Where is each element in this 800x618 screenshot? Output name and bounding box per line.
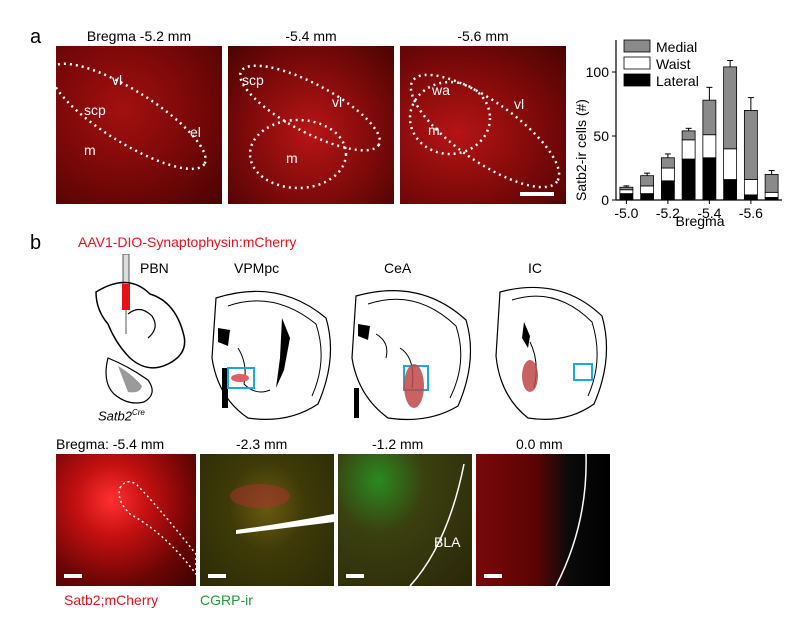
region-label: vl: [514, 96, 525, 112]
region-label: m: [428, 122, 440, 138]
roi-outline: [238, 64, 382, 190]
bar-waist: [723, 148, 738, 180]
bar-medial: [702, 99, 717, 136]
mouse-line-label: Satb2Cre: [98, 408, 145, 424]
bar-lateral: [702, 157, 717, 201]
micrograph-a1: vl scp el m: [56, 46, 222, 204]
scale-bar: [64, 574, 82, 578]
coronal-atlas-cea: [351, 290, 472, 421]
bar-medial: [660, 157, 675, 169]
y-tick-label: 50: [593, 128, 609, 144]
roi-outline: [56, 62, 207, 171]
legend-swatch: [623, 56, 651, 70]
bregma-header-2: -5.4 mm: [285, 28, 337, 44]
legend-swatch: [623, 39, 651, 53]
bar-medial: [764, 173, 779, 193]
x-axis-label: Bregma: [675, 213, 724, 229]
legend-cgrp: CGRP-ir: [200, 592, 253, 608]
roi-outline: [118, 481, 196, 576]
bar-lateral: [681, 158, 696, 201]
legend-label: Waist: [656, 56, 691, 72]
scale-bar: [484, 574, 502, 578]
scale-bar: [346, 574, 364, 578]
bregma-label-4: 0.0 mm: [516, 436, 563, 452]
coronal-atlas-ic: [495, 286, 608, 420]
bregma-label-1: Bregma: -5.4 mm: [56, 436, 165, 452]
fiber-outline: [230, 484, 334, 534]
region-label: m: [84, 142, 96, 158]
bla-label: BLA: [434, 534, 461, 550]
bregma-header-3: -5.6 mm: [457, 28, 509, 44]
y-axis-label: Satb2-ir cells (#): [573, 99, 589, 201]
bar-lateral: [640, 193, 655, 201]
x-tick-label: -5.6: [739, 205, 763, 221]
atlas-label-cea: CeA: [384, 260, 412, 276]
panel-letter-a: a: [30, 26, 42, 48]
bar-lateral: [743, 194, 758, 201]
micrograph-a3: wa vl m: [400, 46, 566, 204]
bar-lateral: [723, 179, 738, 201]
cell-count-chart: 0 50 100 -5.0 -5.2 -5.4 -5.6 MedialWaistLateral…: [573, 39, 782, 229]
coronal-atlas-vpmpc: [211, 290, 332, 420]
x-tick-label: -5.4: [697, 205, 721, 221]
roi-outline: [408, 73, 561, 189]
bar-waist: [619, 189, 634, 194]
bar-waist: [681, 139, 696, 160]
bar-medial: [640, 175, 655, 187]
atlas-label-pbn: PBN: [140, 260, 169, 276]
y-tick-label: 100: [586, 64, 610, 80]
atlas-label-ic: IC: [528, 260, 542, 276]
bar-waist: [743, 179, 758, 196]
bar-medial: [681, 130, 696, 141]
cortex-outline: [555, 454, 587, 586]
region-label: m: [286, 150, 298, 166]
micrograph-pbn: [56, 454, 196, 586]
bar-waist: [640, 185, 655, 194]
scale-bar: [520, 192, 554, 196]
micrograph-ic: [476, 454, 610, 586]
legend-mcherry: Satb2;mCherry: [64, 592, 159, 608]
bar-waist: [702, 134, 717, 159]
bregma-label-3: -1.2 mm: [372, 436, 424, 452]
virus-label: AAV1-DIO-Synaptophysin:mCherry: [78, 234, 297, 250]
bar-waist: [660, 167, 675, 182]
micrograph-cea: BLA: [338, 454, 472, 586]
panel-letter-b: b: [30, 232, 42, 254]
micrograph-vpmpc: [200, 454, 334, 586]
micrograph-a2: scp vl m: [228, 46, 394, 204]
legend-swatch: [623, 73, 651, 87]
atlas-label-vpmpc: VPMpc: [234, 260, 280, 276]
region-label: el: [190, 124, 201, 140]
region-label: scp: [242, 72, 264, 88]
bregma-header-1: Bregma -5.2 mm: [86, 28, 192, 44]
bla-outline: [409, 463, 465, 586]
legend-label: Medial: [656, 39, 697, 55]
bregma-label-2: -2.3 mm: [236, 436, 288, 452]
x-tick-label: -5.0: [614, 205, 638, 221]
region-label: wa: [432, 82, 450, 98]
region-label: vl: [332, 94, 343, 110]
scale-bar: [208, 574, 226, 578]
legend-label: Lateral: [656, 73, 699, 89]
bar-medial: [619, 186, 634, 191]
bar-medial: [743, 110, 758, 180]
sagittal-brain-diagram: [95, 254, 186, 404]
region-label: scp: [84, 102, 106, 118]
bar-lateral: [660, 180, 675, 201]
y-tick-label: 0: [601, 192, 609, 208]
region-label: vl: [112, 72, 123, 88]
bar-waist: [764, 191, 779, 198]
x-tick-label: -5.2: [656, 205, 680, 221]
bar-lateral: [619, 193, 634, 201]
bar-medial: [723, 66, 738, 150]
